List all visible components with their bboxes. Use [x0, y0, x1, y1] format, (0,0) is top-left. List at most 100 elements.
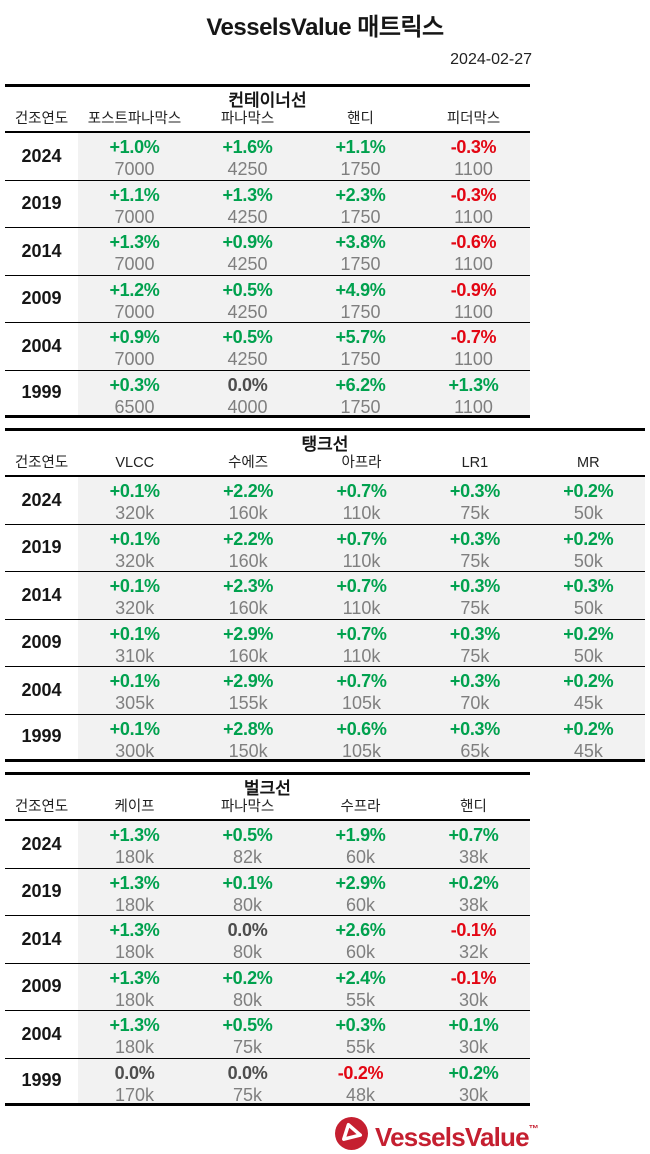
data-cell: +0.3% 70k [418, 667, 531, 714]
data-cell: +0.2% 45k [532, 667, 645, 714]
table-row: 2009 +0.1% 310k +2.9% 160k +0.7% 110k +0.3% 75k +… [5, 619, 645, 667]
absolute-value: 110k [342, 598, 381, 618]
absolute-value: 1100 [454, 396, 493, 417]
absolute-value: 7000 [114, 254, 155, 274]
data-cell: -0.3% 1100 [417, 133, 530, 180]
percent-change: +0.3% [335, 1015, 386, 1035]
table-row: 2019 +1.1% 7000 +1.3% 4250 +2.3% 1750 -0.3% 1100 [5, 180, 530, 228]
data-cell: +0.2% 30k [417, 1059, 530, 1105]
year-cell: 2014 [5, 916, 78, 963]
percent-change: -0.2% [337, 1062, 384, 1083]
row-cells: +0.1% 305k +2.9% 155k +0.7% 105k +0.3% 70k +0.2%… [78, 667, 645, 714]
row-cells: +0.3% 6500 0.0% 4000 +6.2% 1750 +1.3% 1100 [78, 370, 530, 417]
percent-change: +1.3% [109, 825, 160, 845]
percent-change: +5.7% [335, 327, 386, 347]
absolute-value: 160k [228, 598, 268, 618]
data-cell: +0.2% 50k [532, 525, 645, 572]
column-header: 파나막스 [220, 799, 275, 815]
absolute-value: 60k [345, 942, 376, 962]
absolute-value: 1750 [340, 396, 381, 417]
absolute-value: 1750 [340, 254, 381, 274]
data-cell: +0.3% 75k [418, 620, 531, 667]
data-cell: +0.3% 75k [418, 477, 531, 524]
percent-change: +0.7% [448, 825, 499, 845]
percent-change: +0.5% [222, 279, 273, 300]
percent-change: +0.5% [222, 327, 273, 347]
data-cell: 0.0% 170k [78, 1059, 191, 1105]
absolute-value: 4250 [227, 301, 268, 322]
percent-change: +0.7% [336, 671, 387, 691]
table-row: 1999 +0.3% 6500 0.0% 4000 +6.2% 1750 +1.3% 1100 [5, 370, 530, 418]
data-cell: +2.9% 155k [191, 667, 304, 714]
absolute-value: 180k [114, 847, 155, 867]
percent-change: +1.1% [109, 184, 160, 205]
absolute-value: 1750 [340, 206, 381, 227]
percent-change: -0.1% [450, 967, 497, 988]
absolute-value: 30k [458, 1037, 489, 1057]
percent-change: +1.3% [109, 920, 160, 940]
percent-change: +0.1% [109, 576, 160, 596]
data-cell: +1.3% 4250 [191, 181, 304, 228]
table-row: 1999 +0.1% 300k +2.8% 150k +0.6% 105k +0.3% 65k +… [5, 714, 645, 762]
absolute-value: 105k [341, 693, 382, 713]
absolute-value: 4250 [227, 159, 268, 179]
table-row: 2019 +1.3% 180k +0.1% 80k +2.9% 60k +0.2% 38k [5, 868, 530, 916]
data-cell: 0.0% 75k [191, 1059, 304, 1105]
data-cell: +3.8% 1750 [304, 228, 417, 275]
row-header-label: 건조연도 [14, 455, 69, 471]
data-cell: +0.2% 45k [532, 715, 645, 761]
data-cell: +0.2% 50k [532, 620, 645, 667]
data-cell: +0.3% 75k [418, 572, 531, 619]
row-cells: +0.1% 300k +2.8% 150k +0.6% 105k +0.3% 65k +0.2%… [78, 714, 645, 761]
data-cell: +1.0% 7000 [78, 133, 191, 180]
data-cell: +2.2% 160k [191, 525, 304, 572]
percent-change: +2.9% [223, 623, 274, 644]
percent-change: +0.6% [336, 718, 387, 739]
table-row: 2009 +1.2% 7000 +0.5% 4250 +4.9% 1750 -0.9% 1100 [5, 275, 530, 323]
percent-change: +0.3% [449, 576, 500, 596]
data-cell: -0.6% 1100 [417, 228, 530, 275]
year-cell: 2014 [5, 572, 78, 619]
tables-region: 컨테이너선 건조연도 포스트파나막스 파나막스 핸디 피더막스 2024 +1.0% 7000 +… [0, 84, 650, 1106]
percent-change: +0.1% [109, 718, 160, 739]
data-cell: +2.8% 150k [191, 715, 304, 761]
percent-change: +0.2% [563, 623, 614, 644]
data-cell: +0.2% 38k [417, 869, 530, 916]
table-row: 2019 +0.1% 320k +2.2% 160k +0.7% 110k +0.3% 75k +… [5, 524, 645, 572]
percent-change: +0.2% [448, 1062, 499, 1083]
data-cell: -0.1% 30k [417, 964, 530, 1011]
data-cell: +1.9% 60k [304, 821, 417, 868]
percent-change: +0.3% [109, 374, 160, 395]
column-header: 포스트파나막스 [87, 111, 182, 127]
table-title: 컨테이너선 [228, 91, 307, 110]
trademark-symbol: ™ [528, 1124, 539, 1135]
percent-change: +0.3% [449, 718, 500, 739]
absolute-value: 1100 [454, 254, 493, 274]
absolute-value: 80k [232, 989, 263, 1010]
column-header: VLCC [115, 455, 155, 471]
absolute-value: 75k [460, 598, 490, 618]
data-cell: +0.9% 7000 [78, 323, 191, 370]
absolute-value: 320k [115, 503, 155, 523]
absolute-value: 305k [115, 693, 155, 713]
year-cell: 2024 [5, 477, 78, 524]
year-cell: 2009 [5, 275, 78, 322]
absolute-value: 80k [232, 894, 263, 915]
row-cells: +0.1% 320k +2.2% 160k +0.7% 110k +0.3% 75k +0.2%… [78, 524, 645, 572]
data-cell: +0.3% 55k [304, 1011, 417, 1058]
percent-change: +0.2% [563, 528, 614, 549]
absolute-value: 1750 [340, 301, 381, 322]
data-cell: +1.2% 7000 [78, 276, 191, 323]
column-headers: VLCC 수에즈 아프라 LR1 MR [78, 455, 645, 472]
absolute-value: 1100 [454, 159, 493, 179]
absolute-value: 32k [458, 942, 489, 962]
absolute-value: 75k [460, 645, 490, 666]
percent-change: +2.6% [335, 920, 386, 940]
table-row: 2004 +1.3% 180k +0.5% 75k +0.3% 55k +0.1% 30k [5, 1011, 530, 1059]
year-cell: 2014 [5, 228, 78, 275]
brand-logo: VesselsValue™ [0, 1113, 650, 1154]
data-cell: +4.9% 1750 [304, 276, 417, 323]
absolute-value: 4250 [227, 349, 268, 369]
table-row: 2004 +0.1% 305k +2.9% 155k +0.7% 105k +0.3% 70k +… [5, 667, 645, 715]
row-cells: +1.3% 7000 +0.9% 4250 +3.8% 1750 -0.6% 1100 [78, 228, 530, 275]
